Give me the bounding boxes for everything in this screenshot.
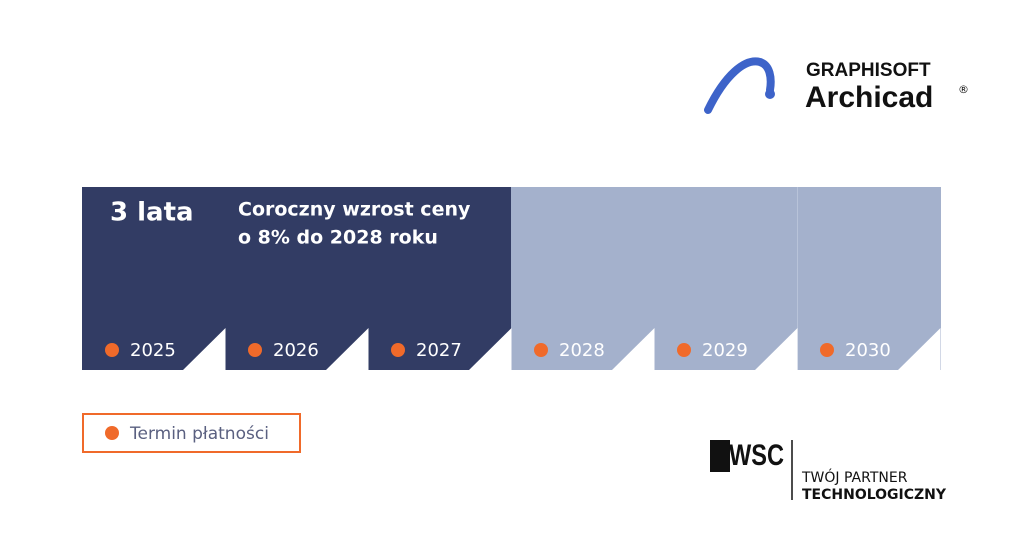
logo-dot	[765, 89, 775, 99]
year-label: 2030	[845, 340, 891, 361]
payment-dot	[248, 343, 262, 357]
partner-line2: TECHNOLOGICZNY	[802, 487, 947, 503]
notch	[468, 328, 512, 371]
partner-logo: WSC	[729, 439, 784, 472]
partner-block	[710, 440, 730, 472]
term: 3 lata	[110, 198, 194, 228]
logo-product: Archicad	[805, 81, 933, 114]
notch	[611, 328, 655, 371]
year-label: 2025	[130, 340, 176, 361]
year-label: 2026	[273, 340, 319, 361]
logo-arc	[704, 57, 775, 114]
payment-dot	[105, 343, 119, 357]
year-label: 2029	[702, 340, 748, 361]
payment-dot	[677, 343, 691, 357]
partner-line1: TWÓJ PARTNER	[801, 468, 908, 486]
year-label: 2028	[559, 340, 605, 361]
logo-brand: GRAPHISOFT	[806, 60, 931, 81]
legend-box	[82, 413, 301, 453]
logo-mark: ®	[958, 83, 969, 96]
legend-label: Termin płatności	[129, 424, 269, 444]
notch	[325, 328, 369, 371]
note-line: Coroczny wzrost ceny	[238, 199, 471, 221]
notch	[897, 328, 941, 371]
timeline-light	[511, 187, 941, 370]
payment-dot	[391, 343, 405, 357]
payment-dot	[534, 343, 548, 357]
note-line: o 8% do 2028 roku	[238, 227, 438, 249]
notch	[182, 328, 226, 371]
timeline-dark	[82, 187, 511, 370]
legend-dot	[105, 426, 119, 440]
payment-dot	[820, 343, 834, 357]
notch	[754, 328, 798, 371]
year-label: 2027	[416, 340, 462, 361]
